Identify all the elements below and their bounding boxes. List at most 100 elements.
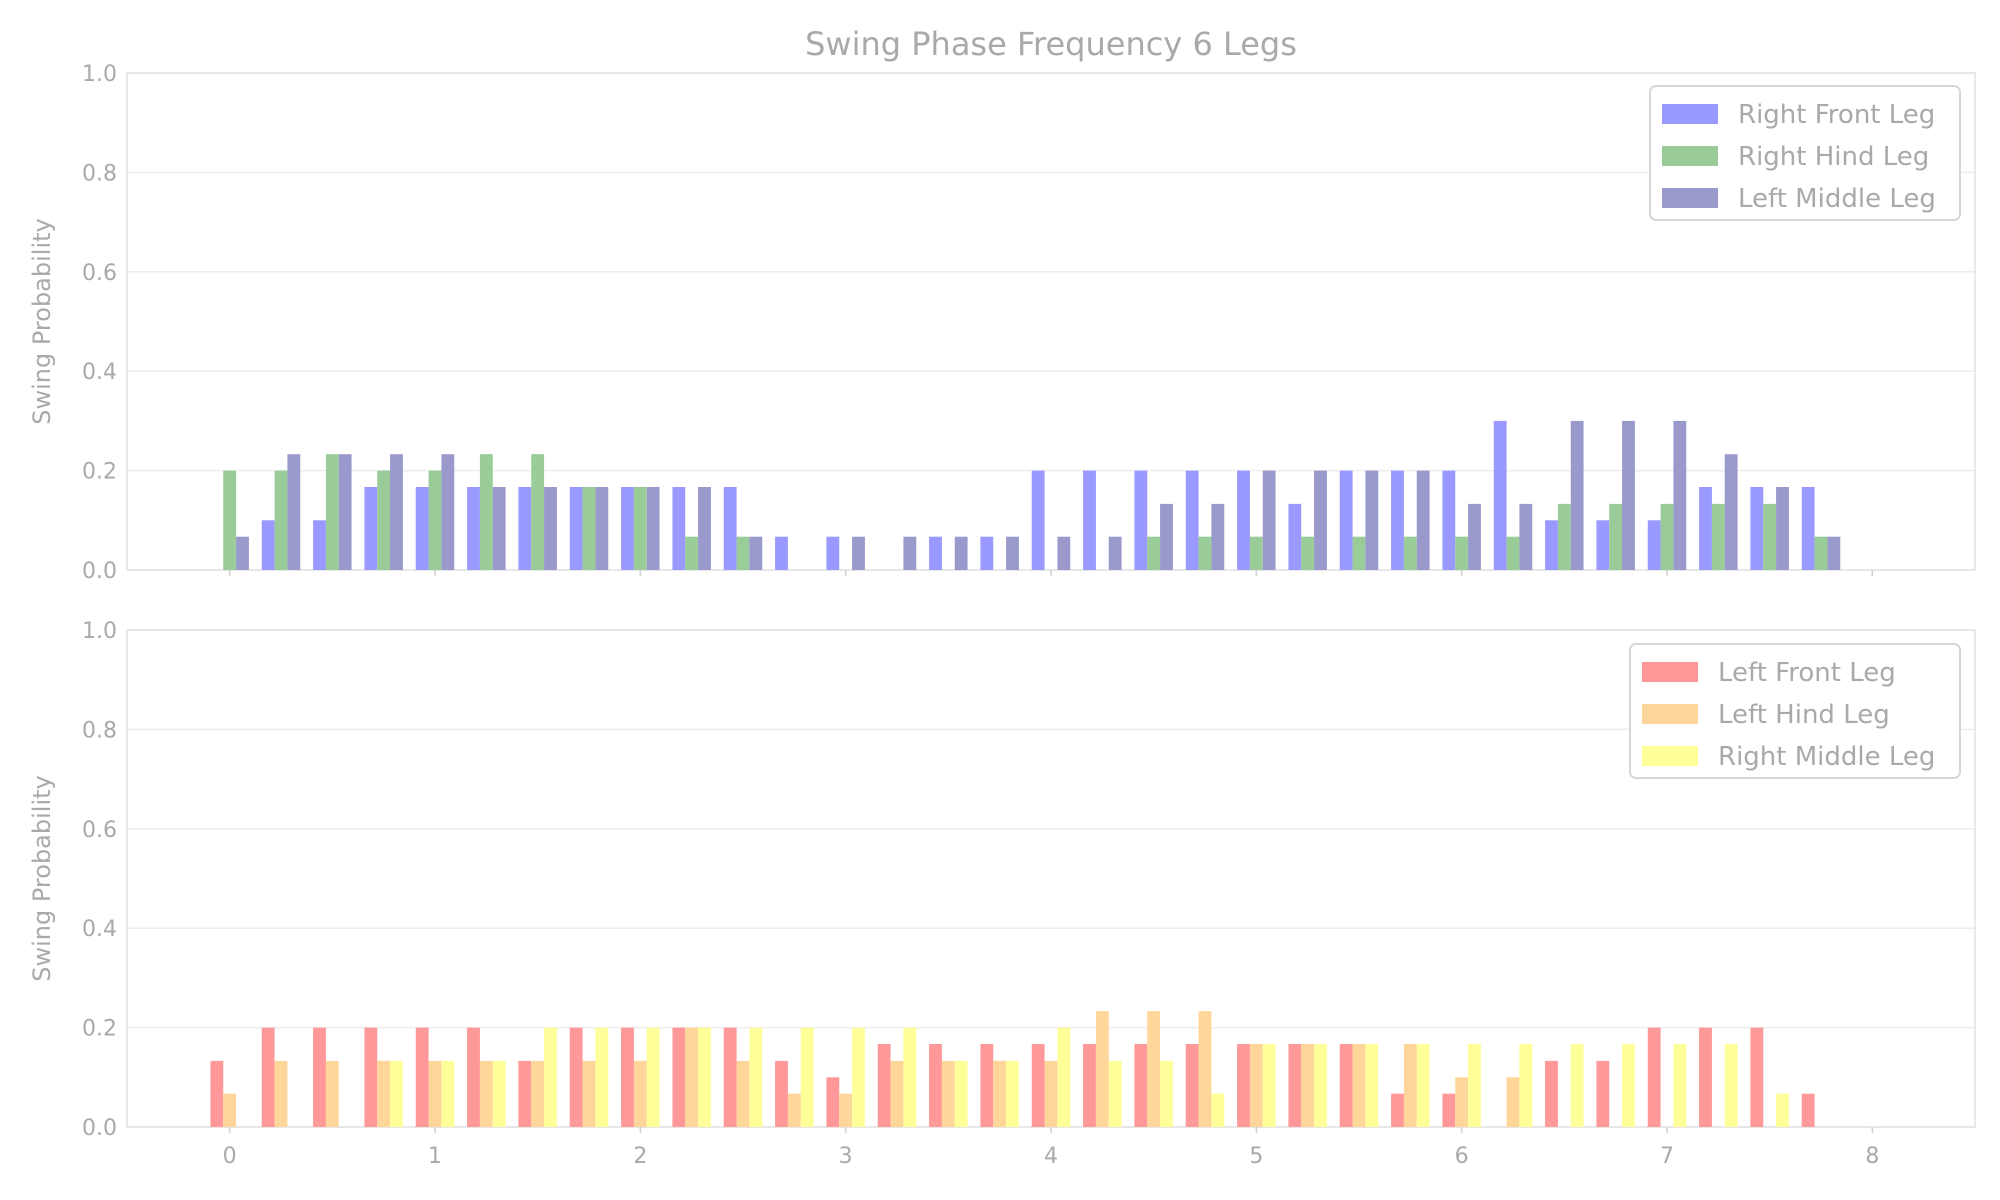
bar xyxy=(826,536,840,570)
bar xyxy=(877,1044,891,1127)
bar xyxy=(1647,1027,1661,1127)
bar xyxy=(582,1060,596,1127)
bar xyxy=(1301,1044,1315,1127)
bar xyxy=(1442,1093,1456,1127)
y-tick-label: 0.2 xyxy=(82,460,117,485)
bar xyxy=(1391,1093,1404,1127)
y-tick-label: 0.4 xyxy=(82,917,117,942)
bar xyxy=(1185,1044,1199,1127)
bar xyxy=(1711,503,1725,570)
bar xyxy=(236,536,249,570)
bar xyxy=(1083,1044,1096,1127)
x-tick-label: 5 xyxy=(1249,1144,1263,1169)
bar xyxy=(1403,1044,1417,1127)
bar xyxy=(325,454,339,570)
bar xyxy=(1699,1027,1712,1127)
x-tick-label: 1 xyxy=(428,1144,442,1169)
series-left-front-leg xyxy=(210,1027,1815,1127)
bar xyxy=(1801,1093,1815,1127)
bar xyxy=(698,1027,711,1127)
bar xyxy=(775,1060,788,1127)
bar xyxy=(1827,536,1841,570)
bar xyxy=(980,1044,994,1127)
bar xyxy=(723,1027,737,1127)
bar xyxy=(1673,1044,1687,1127)
bar xyxy=(1006,1060,1019,1127)
series-right-hind-leg xyxy=(223,454,1828,570)
series-left-hind-leg xyxy=(223,1011,1520,1127)
y-axis-label: Swing Probability xyxy=(28,218,56,424)
bar xyxy=(646,487,660,570)
subplot-2: 0.0 0.2 0.4 0.6 0.8 1.0 0 1 2 3 4 5 6 7 8 Swing Probabi… xyxy=(28,619,1976,1169)
bar xyxy=(1763,503,1777,570)
bar xyxy=(954,536,968,570)
bar xyxy=(1339,470,1353,570)
bar xyxy=(1198,1011,1212,1127)
bar xyxy=(1750,487,1764,570)
bar xyxy=(467,487,480,570)
bar xyxy=(1776,487,1789,570)
bar xyxy=(1249,536,1263,570)
bar xyxy=(544,1027,557,1127)
bar xyxy=(261,1027,275,1127)
bar xyxy=(800,1027,814,1127)
bar xyxy=(479,1060,493,1127)
bar xyxy=(941,1060,955,1127)
bar xyxy=(839,1093,853,1127)
bar xyxy=(1262,1044,1276,1127)
y-tick-label: 0.8 xyxy=(82,718,117,743)
legend-swatch xyxy=(1662,104,1718,124)
legend-label: Right Front Leg xyxy=(1738,100,1935,130)
bar xyxy=(1660,503,1674,570)
bar xyxy=(1622,1044,1635,1127)
bar xyxy=(1468,1044,1481,1127)
x-tick-label: 6 xyxy=(1455,1144,1469,1169)
bar xyxy=(954,1060,968,1127)
bar xyxy=(749,1027,763,1127)
bar xyxy=(929,1044,942,1127)
bar xyxy=(1301,536,1315,570)
bar xyxy=(1314,470,1327,570)
bar xyxy=(1044,1060,1058,1127)
bar xyxy=(377,1060,391,1127)
bar xyxy=(633,1060,647,1127)
legend-swatch xyxy=(1662,146,1718,166)
bar xyxy=(390,454,403,570)
series-left-middle-leg xyxy=(236,420,1841,570)
bar xyxy=(531,454,545,570)
bar xyxy=(1339,1044,1353,1127)
x-tick-label: 2 xyxy=(633,1144,647,1169)
bar xyxy=(492,487,506,570)
legend-label: Right Hind Leg xyxy=(1738,142,1929,172)
bar xyxy=(736,536,750,570)
bar xyxy=(1724,1044,1738,1127)
bar xyxy=(621,1027,634,1127)
bar xyxy=(749,536,763,570)
legend-swatch xyxy=(1642,746,1698,766)
bar xyxy=(1455,536,1469,570)
bar xyxy=(1519,1044,1533,1127)
chart-title: Swing Phase Frequency 6 Legs xyxy=(805,25,1297,63)
legend-label: Left Middle Leg xyxy=(1738,184,1936,214)
y-tick-label: 0.0 xyxy=(82,1116,117,1141)
bar xyxy=(325,1060,339,1127)
x-tick-label: 7 xyxy=(1660,1144,1674,1169)
bar xyxy=(1365,1044,1379,1127)
bar xyxy=(518,1060,532,1127)
bar xyxy=(1622,420,1635,570)
bar xyxy=(1134,1044,1148,1127)
bar xyxy=(1391,470,1404,570)
x-tick-label: 0 xyxy=(223,1144,237,1169)
bar xyxy=(685,1027,699,1127)
bar xyxy=(1647,520,1661,570)
bar xyxy=(1596,1060,1610,1127)
bar xyxy=(1352,536,1366,570)
bar xyxy=(633,487,647,570)
bar xyxy=(621,487,634,570)
bar xyxy=(1814,536,1828,570)
bar xyxy=(518,487,532,570)
bar xyxy=(1083,470,1096,570)
bar xyxy=(903,536,917,570)
bar xyxy=(1288,1044,1302,1127)
bar xyxy=(775,536,788,570)
